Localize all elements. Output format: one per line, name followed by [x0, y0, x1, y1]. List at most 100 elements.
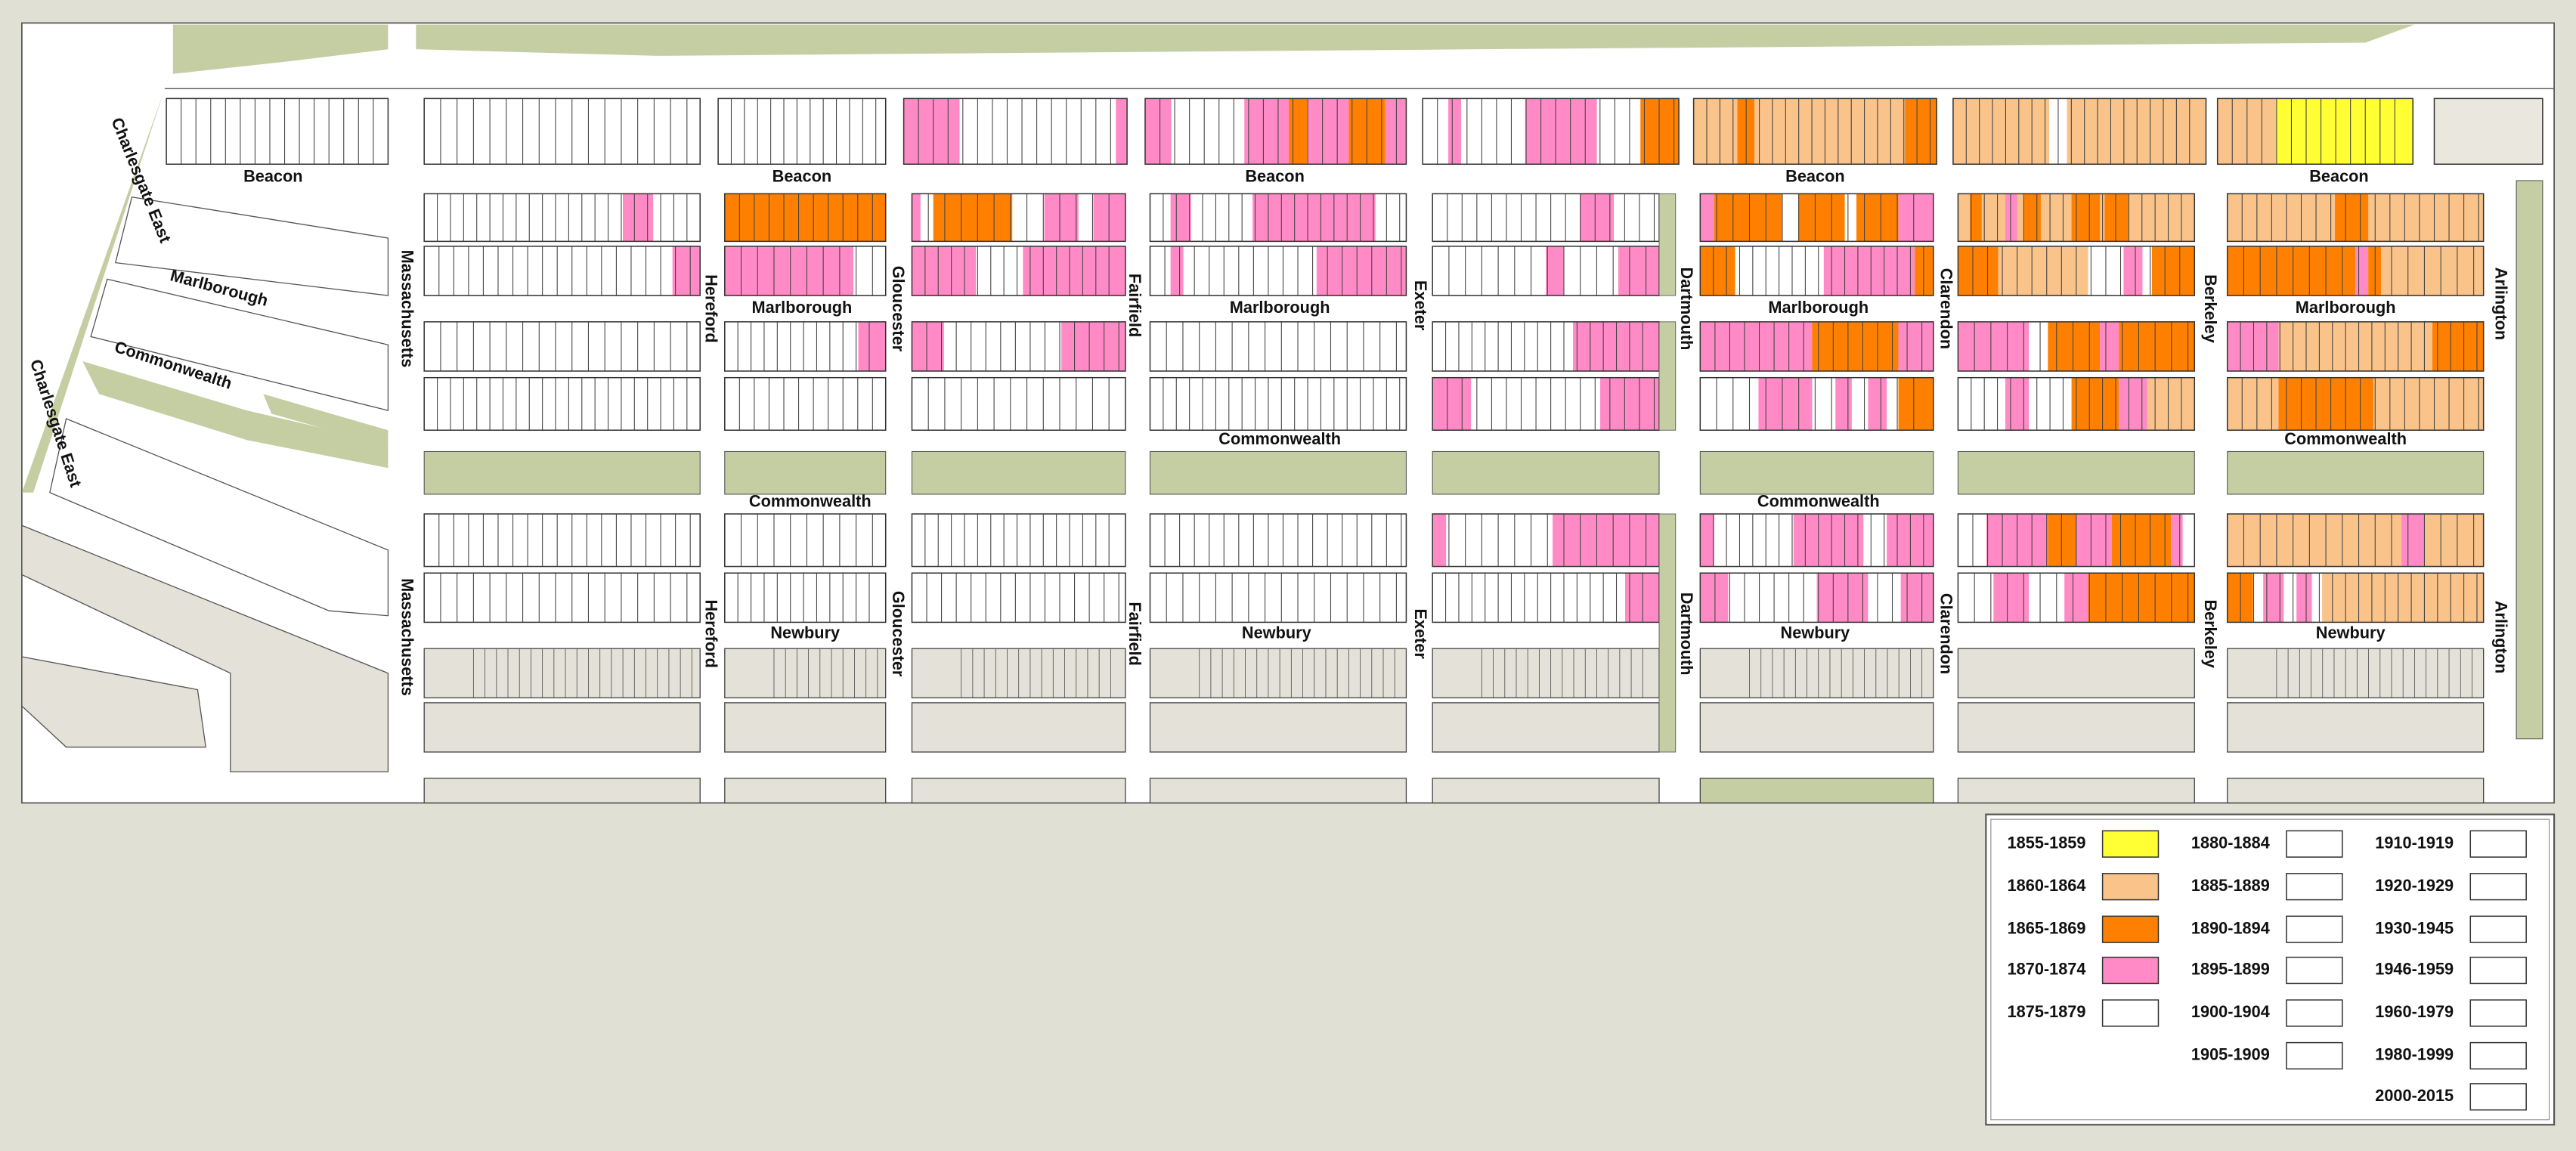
block-outline [1957, 376, 2196, 431]
legend-swatch [2101, 956, 2160, 985]
lot [2227, 377, 2279, 431]
park [1658, 193, 1677, 296]
lot [2432, 321, 2484, 372]
block [114, 196, 389, 296]
block-outline [1952, 97, 2207, 166]
mall [724, 450, 887, 495]
legend-swatch [2469, 999, 2527, 1027]
block [1699, 778, 1934, 804]
block-outline [423, 513, 701, 568]
street-label: Beacon [772, 166, 831, 185]
legend-swatch [2469, 1083, 2527, 1111]
lot [2401, 514, 2425, 567]
street-label: Commonwealth [1218, 429, 1341, 448]
lot [2151, 246, 2195, 296]
lot [1316, 246, 1407, 296]
block [724, 377, 886, 431]
lot [2227, 321, 2279, 372]
lot [724, 246, 854, 296]
block [166, 98, 389, 165]
block-outline [1692, 97, 1937, 166]
lot [912, 193, 921, 242]
street-label: Hereford [702, 599, 721, 668]
legend-label: 1885-1889 [2191, 876, 2270, 895]
lot [1797, 193, 1845, 242]
park [1658, 513, 1677, 753]
block-outline [1699, 193, 1934, 243]
street-label: Marlborough [2296, 298, 2396, 317]
block [1957, 778, 2195, 804]
legend-label: 1905-1909 [2191, 1045, 2270, 1064]
legend-swatch [2469, 873, 2527, 901]
block-outline [911, 513, 1126, 568]
block-outline [1699, 513, 1934, 568]
lot [2381, 246, 2484, 296]
legend-label: 1860-1864 [2008, 876, 2086, 895]
block [424, 573, 701, 623]
block [423, 702, 701, 753]
block-outline [1699, 376, 1934, 431]
legend-label: 1890-1894 [2191, 918, 2270, 937]
legend-swatch [2286, 873, 2343, 901]
legend-swatch [2286, 999, 2343, 1027]
lot [933, 193, 1013, 242]
lot [2005, 193, 2017, 242]
block [724, 702, 887, 753]
mall [1149, 450, 1407, 495]
legend-label: 1910-1919 [2375, 833, 2454, 852]
block-outline [1957, 321, 2196, 372]
block [912, 377, 1125, 431]
block-outline [1957, 193, 2196, 243]
lot [1144, 98, 1172, 165]
lot [1998, 246, 2088, 296]
lot [1244, 98, 1289, 165]
block-outline [911, 321, 1126, 372]
park [263, 394, 389, 447]
street-label: Newbury [770, 623, 840, 642]
lot [1714, 193, 1782, 242]
lot [2048, 321, 2101, 372]
block [724, 778, 887, 804]
legend-label: 2000-2015 [2375, 1086, 2454, 1105]
street-label: Gloucester [889, 266, 908, 352]
block [21, 524, 389, 772]
legend-swatch [2469, 830, 2527, 858]
lot [1252, 193, 1376, 242]
block [423, 778, 701, 804]
block-outline [2226, 321, 2485, 372]
block [1957, 702, 2195, 753]
lot [1023, 246, 1125, 296]
block-outline [724, 321, 887, 372]
lot [2296, 573, 2312, 623]
block-outline [2226, 572, 2485, 623]
lot [1170, 246, 1184, 296]
block [1150, 377, 1407, 431]
lot [2355, 246, 2369, 296]
block-outline [423, 572, 701, 623]
lot [1905, 98, 1937, 165]
block-outline [1149, 513, 1407, 568]
block [424, 514, 701, 567]
lot [1307, 98, 1349, 165]
block [911, 702, 1126, 753]
lot [2170, 514, 2183, 567]
lot [2119, 377, 2147, 431]
block-outline [724, 572, 887, 623]
lot [1546, 246, 1565, 296]
block [424, 321, 701, 372]
street-label: Commonwealth [1757, 492, 1880, 511]
block [1150, 321, 1407, 372]
lot [2111, 514, 2171, 567]
street-label: Exeter [1411, 608, 1430, 659]
lot [2278, 321, 2432, 372]
lot [1700, 193, 1714, 242]
block-outline [2226, 246, 2485, 296]
street-label: Clarendon [1937, 268, 1955, 349]
block [90, 278, 389, 411]
lot [1693, 98, 1937, 165]
legend-label: 1920-1929 [2375, 876, 2454, 895]
block-outline [423, 193, 701, 243]
lot [2322, 573, 2484, 623]
block [1957, 648, 2195, 699]
lot [1061, 321, 1125, 372]
